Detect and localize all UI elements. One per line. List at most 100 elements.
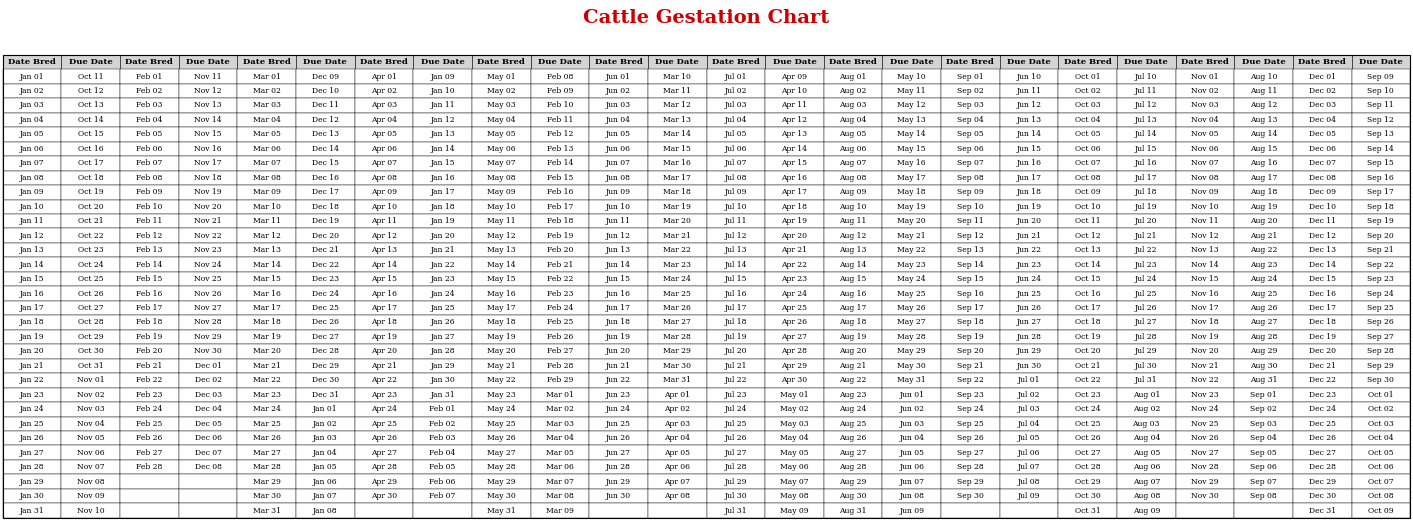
Bar [1000, 84, 1058, 98]
Text: Nov 05: Nov 05 [1191, 130, 1219, 138]
Bar [355, 199, 414, 214]
Text: May 24: May 24 [897, 275, 926, 283]
Bar [941, 84, 1000, 98]
Text: Sep 28: Sep 28 [1368, 348, 1395, 355]
Bar [355, 272, 414, 286]
Bar [647, 156, 706, 171]
Text: Dec 08: Dec 08 [195, 463, 222, 471]
Text: Sep 20: Sep 20 [957, 348, 983, 355]
Text: Mar 04: Mar 04 [545, 434, 574, 442]
Bar [178, 445, 237, 460]
Bar [706, 199, 766, 214]
Text: May 24: May 24 [487, 405, 516, 413]
Bar [3, 141, 62, 156]
Bar [1058, 141, 1116, 156]
Bar [1176, 417, 1235, 431]
Text: Apr 05: Apr 05 [664, 449, 690, 457]
Bar [3, 503, 62, 518]
Bar [120, 156, 178, 171]
Bar [531, 417, 589, 431]
Text: Oct 30: Oct 30 [78, 348, 103, 355]
Bar [1058, 257, 1116, 272]
Bar [355, 445, 414, 460]
Bar [941, 214, 1000, 229]
Bar [178, 84, 237, 98]
Text: Jun 28: Jun 28 [606, 463, 632, 471]
Bar [1000, 55, 1058, 69]
Text: Dec 23: Dec 23 [312, 275, 339, 283]
Text: Nov 04: Nov 04 [1191, 116, 1219, 124]
Bar [414, 141, 472, 156]
Bar [1000, 344, 1058, 359]
Text: Jul 31: Jul 31 [1135, 376, 1157, 384]
Bar [647, 359, 706, 373]
Text: Mar 07: Mar 07 [253, 159, 281, 168]
Text: Sep 15: Sep 15 [1368, 159, 1395, 168]
Bar [62, 171, 120, 185]
Bar [237, 373, 297, 388]
Bar [824, 373, 882, 388]
Bar [297, 445, 355, 460]
Text: Nov 26: Nov 26 [194, 290, 222, 298]
Text: Jan 12: Jan 12 [20, 232, 44, 240]
Text: Feb 13: Feb 13 [136, 246, 162, 254]
Text: Aug 23: Aug 23 [839, 391, 866, 399]
Text: Apr 01: Apr 01 [664, 391, 690, 399]
Bar [766, 373, 824, 388]
Text: Dec 12: Dec 12 [312, 116, 339, 124]
Text: Nov 23: Nov 23 [1191, 391, 1219, 399]
Text: Jan 02: Jan 02 [20, 87, 44, 95]
Text: Mar 07: Mar 07 [545, 478, 574, 485]
Text: Sep 26: Sep 26 [1368, 318, 1395, 326]
Text: Apr 15: Apr 15 [372, 275, 397, 283]
Text: Jun 04: Jun 04 [899, 434, 924, 442]
Bar [237, 171, 297, 185]
Text: Aug 05: Aug 05 [1133, 449, 1160, 457]
Text: Feb 20: Feb 20 [136, 348, 162, 355]
Bar [414, 431, 472, 445]
Bar [1176, 272, 1235, 286]
Text: Feb 01: Feb 01 [136, 73, 162, 80]
Text: Apr 24: Apr 24 [372, 405, 397, 413]
Bar [297, 460, 355, 474]
Bar [941, 243, 1000, 257]
Bar [414, 171, 472, 185]
Text: Oct 22: Oct 22 [78, 232, 103, 240]
Bar [1000, 171, 1058, 185]
Bar [1235, 55, 1293, 69]
Bar [1351, 431, 1410, 445]
Bar [531, 98, 589, 113]
Text: Dec 01: Dec 01 [195, 362, 222, 370]
Bar [3, 229, 62, 243]
Bar [1293, 127, 1351, 141]
Bar [706, 55, 766, 69]
Bar [1058, 344, 1116, 359]
Bar [120, 185, 178, 199]
Bar [178, 474, 237, 489]
Bar [824, 127, 882, 141]
Bar [824, 214, 882, 229]
Bar [1118, 402, 1176, 417]
Bar [589, 98, 647, 113]
Bar [1351, 359, 1410, 373]
Bar [531, 199, 589, 214]
Text: Sep 24: Sep 24 [1368, 290, 1395, 298]
Text: Jun 29: Jun 29 [606, 478, 632, 485]
Bar [1118, 359, 1176, 373]
Text: Jul 25: Jul 25 [1135, 290, 1157, 298]
Text: Oct 23: Oct 23 [1075, 391, 1101, 399]
Bar [1235, 402, 1293, 417]
Text: Oct 08: Oct 08 [1368, 492, 1393, 500]
Bar [472, 489, 531, 503]
Bar [531, 69, 589, 84]
Text: Nov 16: Nov 16 [1191, 290, 1219, 298]
Bar [297, 84, 355, 98]
Text: Oct 07: Oct 07 [1368, 478, 1393, 485]
Text: Aug 11: Aug 11 [839, 217, 866, 225]
Bar [472, 229, 531, 243]
Text: Feb 20: Feb 20 [547, 246, 574, 254]
Text: Jul 15: Jul 15 [725, 275, 747, 283]
Text: Oct 19: Oct 19 [78, 188, 103, 196]
Text: Jun 10: Jun 10 [1016, 73, 1041, 80]
Bar [647, 388, 706, 402]
